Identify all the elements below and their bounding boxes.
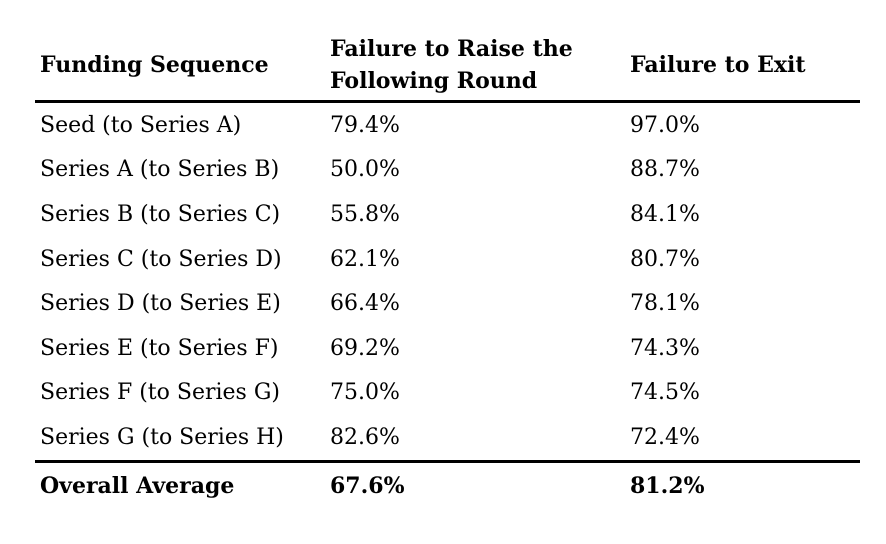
raise-failure-cell: 69.2% [330,335,400,361]
exit-failure-cell: 78.1% [630,291,700,317]
funding-sequence-cell: Series E (to Series F) [40,335,279,361]
funding-sequence-cell: Series B (to Series C) [40,201,281,227]
raise-failure-cell: 79.4% [330,112,400,138]
exit-failure-cell: 74.3% [630,335,700,361]
header-failure-to-exit: Failure to Exit [630,52,806,78]
table-row: Series B (to Series C) 55.8% 84.1% [35,192,860,237]
exit-failure-cell: 97.0% [630,112,700,138]
funding-sequence-cell: Series D (to Series E) [40,291,281,317]
overall-average-label: Overall Average [40,472,235,499]
table-row: Series E (to Series F) 69.2% 74.3% [35,326,860,371]
footer-divider-rule [35,459,860,463]
header-failure-to-raise: Failure to Raise the Following Round [330,36,573,94]
exit-failure-cell: 74.5% [630,380,700,406]
table-row: Series D (to Series E) 66.4% 78.1% [35,281,860,326]
funding-sequence-cell: Seed (to Series A) [40,112,242,138]
raise-failure-cell: 75.0% [330,380,400,406]
raise-failure-cell: 66.4% [330,291,400,317]
header-divider-rule [35,100,860,103]
exit-failure-cell: 80.7% [630,246,700,272]
exit-failure-cell: 88.7% [630,157,700,183]
table-row: Seed (to Series A) 79.4% 97.0% [35,103,860,148]
raise-failure-cell: 50.0% [330,157,400,183]
funding-sequence-cell: Series C (to Series D) [40,246,282,272]
table-row: Series C (to Series D) 62.1% 80.7% [35,237,860,282]
table-row: Series F (to Series G) 75.0% 74.5% [35,371,860,416]
raise-failure-cell: 55.8% [330,201,400,227]
overall-average-exit: 81.2% [630,472,705,499]
exit-failure-cell: 72.4% [630,424,700,450]
overall-average-raise: 67.6% [330,472,405,499]
funding-sequence-cell: Series G (to Series H) [40,424,284,450]
funding-failure-table: Funding Sequence Failure to Raise the Fo… [35,30,860,509]
raise-failure-cell: 62.1% [330,246,400,272]
header-funding-sequence: Funding Sequence [40,52,269,78]
table-header-row: Funding Sequence Failure to Raise the Fo… [35,30,860,100]
exit-failure-cell: 84.1% [630,201,700,227]
funding-sequence-cell: Series A (to Series B) [40,157,280,183]
raise-failure-cell: 82.6% [330,424,400,450]
funding-sequence-cell: Series F (to Series G) [40,380,280,406]
table-row: Series G (to Series H) 82.6% 72.4% [35,415,860,460]
overall-average-row: Overall Average 67.6% 81.2% [35,463,860,509]
table-row: Series A (to Series B) 50.0% 88.7% [35,148,860,193]
